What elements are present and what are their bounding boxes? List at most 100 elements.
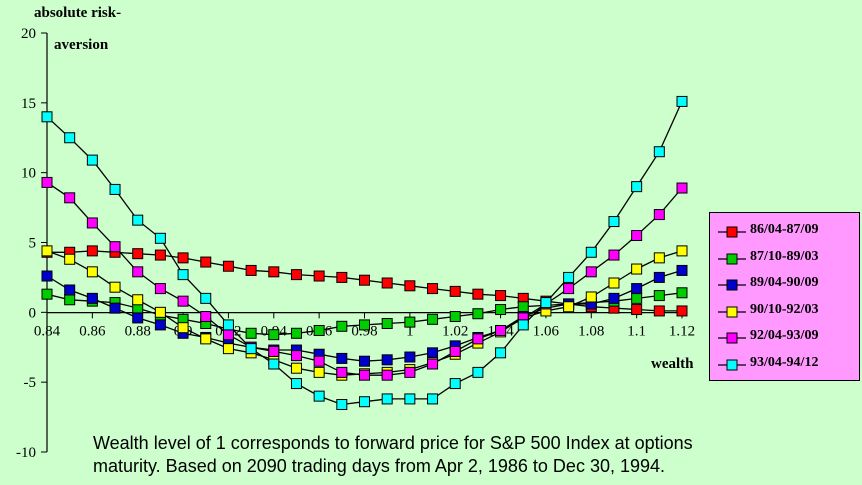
data-point	[449, 345, 461, 357]
data-point	[404, 316, 416, 328]
data-point	[109, 281, 121, 293]
data-point	[404, 393, 416, 405]
data-point	[563, 271, 575, 283]
x-tick-label: 1.02	[442, 323, 468, 339]
data-point	[404, 280, 416, 292]
legend-label: 87/10-89/03	[750, 248, 819, 264]
data-point	[495, 347, 507, 359]
data-point	[676, 287, 688, 299]
data-point	[381, 393, 393, 405]
data-point	[631, 304, 643, 316]
data-point	[222, 343, 234, 355]
data-point	[177, 269, 189, 281]
data-point	[653, 290, 665, 302]
data-point	[64, 192, 76, 204]
data-point	[200, 292, 212, 304]
data-point	[472, 308, 484, 320]
data-point	[177, 295, 189, 307]
y-tick-label: 0	[29, 305, 37, 321]
data-point	[359, 355, 370, 367]
data-point	[222, 319, 234, 331]
data-point	[64, 284, 76, 296]
data-point	[132, 214, 144, 226]
data-point	[585, 266, 597, 278]
data-point	[132, 266, 144, 278]
data-point	[631, 181, 643, 193]
data-point	[109, 241, 121, 253]
legend-item: 93/04-94/12	[718, 354, 858, 374]
y-ticks: -10 -5 0 5 10 15 20	[16, 26, 47, 461]
legend-item: 92/04-93/09	[718, 327, 858, 347]
legend-label: 89/04-90/09	[750, 275, 819, 290]
x-axis-title: wealth	[651, 356, 694, 372]
legend-swatch	[718, 332, 746, 344]
data-point	[449, 311, 461, 323]
data-point	[64, 132, 76, 144]
data-point	[653, 305, 665, 317]
legend-label: 90/10-92/03	[750, 301, 819, 317]
data-point	[359, 319, 370, 331]
data-point	[336, 352, 348, 364]
data-point	[86, 292, 98, 304]
series-6	[41, 95, 688, 411]
data-point	[154, 249, 166, 261]
x-tick-label: 0.88	[125, 323, 151, 339]
data-point	[290, 378, 302, 390]
legend-item: 90/10-92/03	[718, 301, 858, 321]
data-point	[359, 396, 370, 408]
data-point	[268, 266, 280, 278]
data-point	[132, 294, 144, 306]
x-tick-label: 1	[406, 323, 414, 339]
legend-swatch	[718, 226, 746, 238]
legend-label: 93/04-94/12	[750, 354, 819, 370]
data-point	[381, 369, 393, 381]
x-tick-label: 1.06	[533, 323, 560, 339]
data-point	[449, 285, 461, 297]
data-point	[359, 274, 370, 286]
data-point	[41, 270, 53, 282]
data-point	[608, 249, 620, 261]
data-point	[495, 324, 507, 336]
data-point	[517, 301, 529, 313]
data-point	[336, 366, 348, 378]
data-point	[313, 366, 325, 378]
data-point	[404, 366, 416, 378]
legend-swatch	[718, 253, 746, 264]
data-point	[676, 95, 688, 107]
series-5	[41, 176, 688, 381]
data-point	[495, 304, 507, 316]
data-point	[653, 209, 665, 221]
data-point	[313, 270, 325, 282]
data-point	[427, 358, 439, 370]
legend: 86/04-87/09 87/10-89/03 89/04-90/09 90/10-9…	[709, 212, 860, 381]
data-point	[653, 271, 665, 283]
data-point	[64, 253, 76, 265]
data-point	[177, 252, 189, 264]
data-point	[245, 343, 257, 355]
data-point	[495, 290, 507, 302]
data-point	[404, 351, 416, 363]
data-point	[290, 327, 302, 339]
data-point	[41, 111, 53, 123]
x-tick-label: 1.08	[578, 323, 604, 339]
data-point	[427, 283, 439, 295]
data-point	[154, 319, 166, 331]
data-point	[563, 301, 575, 313]
data-point	[200, 311, 212, 323]
data-point	[200, 333, 212, 345]
x-tick-label: 1.1	[627, 323, 646, 339]
legend-label: 92/04-93/09	[750, 328, 819, 343]
data-point	[41, 176, 53, 188]
data-point	[540, 297, 552, 309]
x-tick-label: 0.98	[351, 323, 377, 339]
data-point	[517, 319, 529, 331]
data-point	[676, 245, 688, 257]
data-point	[41, 245, 53, 257]
data-point	[336, 399, 348, 411]
data-point	[64, 294, 76, 306]
y-axis-title-line2: aversion	[54, 37, 109, 53]
data-point	[313, 355, 325, 367]
y-axis-title-line1: absolute risk-	[34, 5, 121, 21]
data-point	[41, 288, 53, 300]
